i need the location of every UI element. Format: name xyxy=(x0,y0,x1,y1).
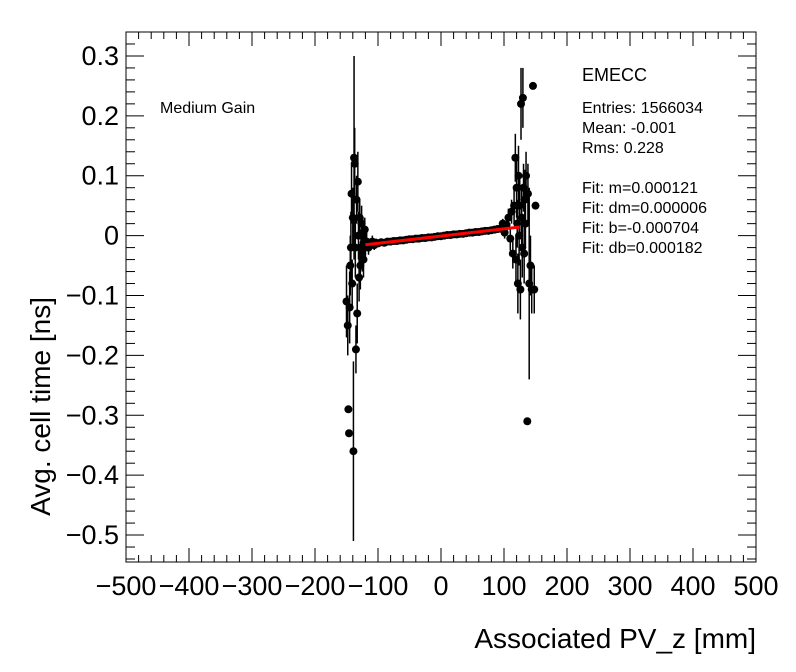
data-point xyxy=(349,447,358,456)
data-point xyxy=(523,417,532,426)
y-tick-label: −0.5 xyxy=(66,520,119,550)
x-tick-label: −300 xyxy=(222,571,283,601)
fit-line xyxy=(365,225,520,247)
data-point xyxy=(521,219,530,228)
data-point xyxy=(345,303,354,312)
stats-mean: Mean: -0.001 xyxy=(582,120,676,137)
stats-fit-db: Fit: db=0.000182 xyxy=(582,240,703,257)
stats-fit-b: Fit: b=-0.000704 xyxy=(582,220,699,237)
data-point xyxy=(528,81,537,90)
data-point xyxy=(500,228,509,237)
y-tick-label: −0.2 xyxy=(66,340,119,370)
data-point xyxy=(353,177,362,186)
x-tick-label: 300 xyxy=(607,571,652,601)
data-point xyxy=(522,171,531,180)
y-tick-label: −0.1 xyxy=(66,281,119,311)
data-point xyxy=(351,345,360,354)
x-tick-label: 200 xyxy=(544,571,589,601)
data-point xyxy=(348,213,357,222)
data-point xyxy=(342,297,351,306)
data-point xyxy=(516,285,525,294)
data-point xyxy=(507,207,516,216)
x-tick-label: 100 xyxy=(481,571,526,601)
annotation-medium-gain: Medium Gain xyxy=(160,100,255,117)
data-point xyxy=(360,225,369,234)
data-point xyxy=(515,201,524,210)
stats-entries: Entries: 1566034 xyxy=(582,100,703,117)
data-point xyxy=(525,279,534,288)
y-tick-label: 0.3 xyxy=(81,41,119,71)
data-point xyxy=(517,213,526,222)
y-tick-label: 0.2 xyxy=(81,101,119,131)
x-axis-title: Associated PV_z [mm] xyxy=(474,623,756,654)
y-tick-label: −0.3 xyxy=(66,400,119,430)
data-point xyxy=(504,213,513,222)
data-point xyxy=(510,201,519,210)
x-tick-label: 0 xyxy=(433,571,448,601)
data-point xyxy=(520,195,529,204)
data-point xyxy=(514,171,523,180)
data-point xyxy=(357,219,366,228)
data-point xyxy=(353,309,362,318)
y-tick-label: 0 xyxy=(104,221,119,251)
data-point xyxy=(352,195,361,204)
stats-title: EMECC xyxy=(582,65,647,85)
data-point xyxy=(513,279,522,288)
data-point xyxy=(511,255,520,264)
data-point xyxy=(347,189,356,198)
x-tick-label: −400 xyxy=(159,571,220,601)
x-tick-label: −100 xyxy=(348,571,409,601)
error-bars xyxy=(345,55,535,542)
data-point xyxy=(359,255,368,264)
stats-rms: Rms: 0.228 xyxy=(582,140,664,157)
data-point xyxy=(512,183,521,192)
data-point xyxy=(350,153,359,162)
y-tick-label: −0.4 xyxy=(66,460,119,490)
data-point xyxy=(531,201,540,210)
data-point xyxy=(515,231,524,240)
data-point xyxy=(506,234,515,243)
y-axis-tick-labels: 0.3 0.2 0.1 0 −0.1 −0.2 −0.3 −0.4 −0.5 xyxy=(66,41,119,550)
data-point xyxy=(358,249,367,258)
data-point xyxy=(530,285,539,294)
data-point xyxy=(511,153,520,162)
data-point xyxy=(345,429,354,438)
x-tick-label: −200 xyxy=(285,571,346,601)
stats-fit-dm: Fit: dm=0.000006 xyxy=(582,200,707,217)
x-tick-label: −500 xyxy=(96,571,157,601)
data-point xyxy=(519,183,528,192)
data-point xyxy=(518,93,527,102)
x-axis-tick-labels: −500 −400 −300 −200 −100 0 100 200 300 400 500 xyxy=(96,571,779,601)
data-point xyxy=(526,261,535,270)
stats-fit-m: Fit: m=0.000121 xyxy=(582,180,698,197)
data-point xyxy=(355,273,364,282)
data-point xyxy=(344,405,353,414)
data-points xyxy=(342,81,540,456)
y-axis-ticks xyxy=(126,31,756,560)
data-point xyxy=(346,261,355,270)
data-point xyxy=(508,249,517,258)
data-point xyxy=(520,249,529,258)
data-point xyxy=(523,189,532,198)
data-point xyxy=(348,279,357,288)
data-point xyxy=(350,159,359,168)
y-tick-label: 0.1 xyxy=(81,161,119,191)
data-point xyxy=(343,321,352,330)
x-tick-label: 500 xyxy=(733,571,778,601)
data-point xyxy=(351,243,360,252)
x-tick-label: 400 xyxy=(670,571,715,601)
data-point xyxy=(356,261,365,270)
y-axis-title: Avg. cell time [ns] xyxy=(25,297,56,516)
